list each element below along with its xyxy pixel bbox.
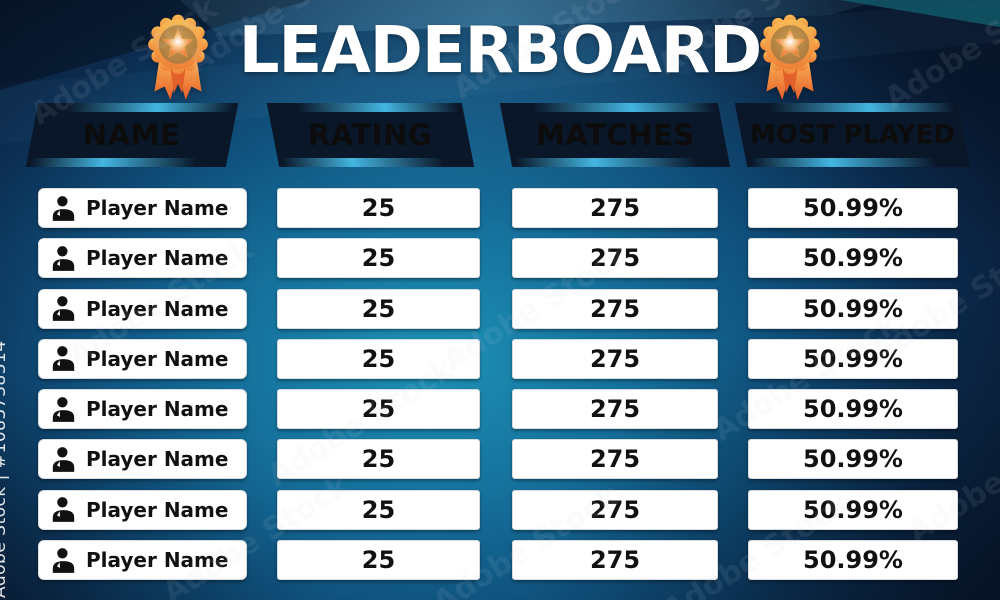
- leaderboard-row[interactable]: Player Name 25 275 50.99%: [0, 338, 1000, 379]
- player-name-label: Player Name: [86, 196, 229, 220]
- player-name-cell[interactable]: Player Name: [38, 540, 247, 581]
- rating-cell: 25: [277, 288, 480, 329]
- player-name-cell[interactable]: Player Name: [38, 188, 247, 228]
- rating-cell: 25: [277, 540, 480, 581]
- most-played-cell: 50.99%: [748, 489, 958, 530]
- player-name-cell[interactable]: Player Name: [38, 389, 247, 430]
- column-header-label: RATING: [308, 118, 433, 152]
- leaderboard-row[interactable]: Player Name 25 275 50.99%: [0, 540, 1000, 581]
- player-name-cell[interactable]: Player Name: [38, 338, 247, 379]
- player-name-cell[interactable]: Player Name: [38, 489, 247, 530]
- rating-cell: 25: [277, 439, 480, 480]
- rating-cell: 25: [277, 389, 480, 430]
- leaderboard-row[interactable]: Player Name 25 275 50.99%: [0, 489, 1000, 530]
- leaderboard-row[interactable]: Player Name 25 275 50.99%: [0, 389, 1000, 430]
- medal-icon: [760, 14, 820, 100]
- matches-cell: 275: [512, 338, 718, 379]
- rating-cell: 25: [277, 489, 480, 530]
- leaderboard-row[interactable]: Player Name 25 275 50.99%: [0, 238, 1000, 279]
- player-name-label: Player Name: [86, 346, 229, 371]
- most-played-cell: 50.99%: [748, 238, 958, 279]
- matches-cell: 275: [512, 389, 718, 430]
- column-header-matches[interactable]: MATCHES: [507, 110, 723, 160]
- most-played-cell: 50.99%: [748, 439, 958, 480]
- column-header-most-played[interactable]: MOST PLAYED: [742, 110, 963, 160]
- column-header-label: MATCHES: [535, 118, 695, 152]
- player-name-cell[interactable]: Player Name: [38, 238, 247, 279]
- matches-cell: 275: [512, 540, 718, 581]
- player-icon: [52, 296, 75, 321]
- player-name-label: Player Name: [86, 246, 229, 271]
- most-played-cell: 50.99%: [748, 188, 958, 228]
- matches-cell: 275: [512, 489, 718, 530]
- player-name-label: Player Name: [86, 296, 229, 321]
- matches-cell: 275: [512, 188, 718, 228]
- player-icon: [52, 245, 75, 271]
- leaderboard-rows: Player Name 25 275 50.99% Player Name 25…: [0, 188, 1000, 581]
- matches-cell: 275: [512, 288, 718, 329]
- player-name-label: Player Name: [86, 548, 229, 573]
- column-header-label: MOST PLAYED: [750, 120, 955, 150]
- rating-cell: 25: [277, 338, 480, 379]
- player-icon: [52, 447, 75, 472]
- medal-icon: [148, 14, 208, 100]
- column-header-rating[interactable]: RATING: [274, 110, 467, 160]
- player-name-label: Player Name: [86, 497, 229, 522]
- player-icon: [52, 547, 75, 573]
- page-title: LEADERBOARD: [238, 14, 763, 88]
- leaderboard-row[interactable]: Player Name 25 275 50.99%: [0, 188, 1000, 228]
- player-icon: [52, 346, 75, 372]
- rating-cell: 25: [277, 238, 480, 279]
- most-played-cell: 50.99%: [748, 389, 958, 430]
- player-name-cell[interactable]: Player Name: [38, 288, 247, 329]
- player-icon: [52, 497, 75, 523]
- most-played-cell: 50.99%: [748, 338, 958, 379]
- matches-cell: 275: [512, 439, 718, 480]
- most-played-cell: 50.99%: [748, 288, 958, 329]
- player-name-label: Player Name: [86, 397, 229, 422]
- player-icon: [52, 396, 75, 422]
- leaderboard-row[interactable]: Player Name 25 275 50.99%: [0, 288, 1000, 329]
- player-name-cell[interactable]: Player Name: [38, 439, 247, 480]
- player-icon: [52, 195, 75, 221]
- most-played-cell: 50.99%: [748, 540, 958, 581]
- column-header-label: NAME: [83, 118, 181, 152]
- matches-cell: 275: [512, 238, 718, 279]
- column-header-name[interactable]: NAME: [33, 110, 231, 160]
- rating-cell: 25: [277, 188, 480, 228]
- leaderboard-row[interactable]: Player Name 25 275 50.99%: [0, 439, 1000, 480]
- player-name-label: Player Name: [86, 447, 229, 472]
